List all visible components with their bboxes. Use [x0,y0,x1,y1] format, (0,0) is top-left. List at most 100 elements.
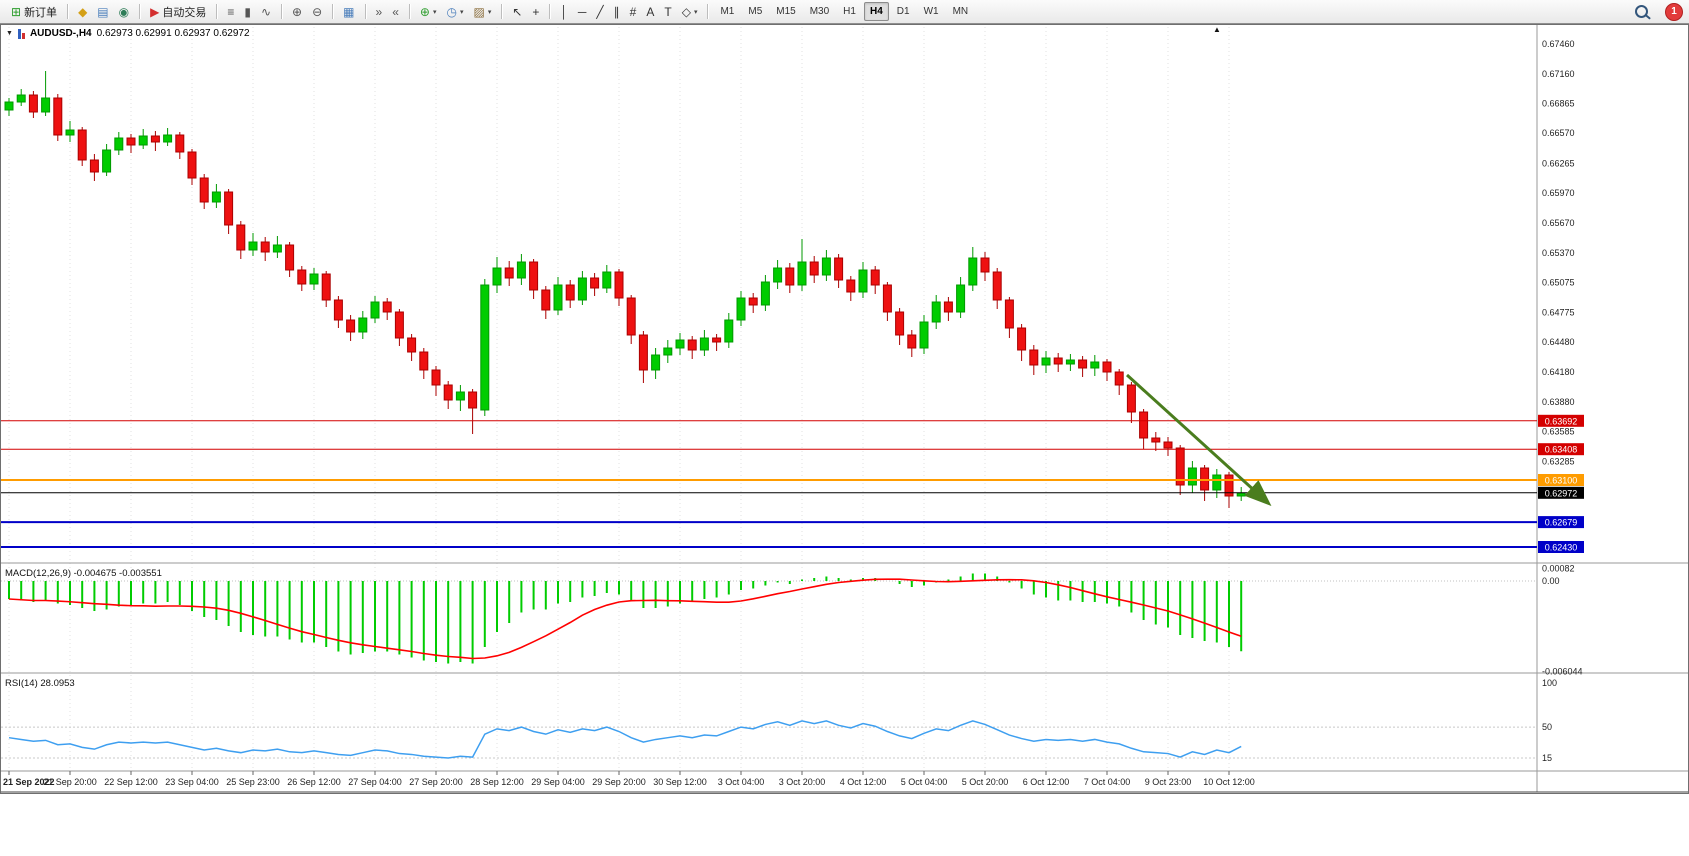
price-axis-label: 0.63285 [1542,457,1575,467]
candle-body [236,224,246,251]
time-axis-label: 27 Sep 04:00 [348,777,402,787]
shapes-button[interactable]: ◇ ▾ [677,1,703,22]
time-axis-label: 21 Sep 20:00 [43,777,97,787]
rsi-label: RSI(14) 28.0953 [5,678,75,689]
metaeditor-button[interactable]: ◆ [73,1,92,22]
trend-arrow[interactable] [1125,373,1272,507]
new-order-button-label: 新订单 [24,6,58,19]
time-axis-label: 28 Sep 12:00 [470,777,524,787]
rsi-axis-label: 50 [1542,722,1552,732]
chart-shift-icon: « [392,4,399,19]
chart-shift-marker-icon[interactable]: ▲ [1213,25,1221,34]
profiles-button[interactable]: ▤ [92,1,113,22]
timeframe-d1-button[interactable]: D1 [896,6,910,17]
text-icon: A [646,4,655,19]
candle-body [931,301,941,323]
candlestick-series [4,71,1246,508]
chart-shift-button[interactable]: « [387,1,404,22]
new-order-button[interactable]: ⊞ 新订单 [6,1,62,22]
candle-body [529,261,539,291]
timeframe-mn-button[interactable]: MN [952,6,969,17]
candle-body [553,284,563,311]
tile-windows-button[interactable]: ▦ [338,1,359,22]
timeframe-h4-button[interactable]: H4 [863,2,889,21]
price-axis-label: 0.66570 [1542,128,1575,138]
indicators-button[interactable]: ⊕ ▾ [415,1,442,22]
alerts-button[interactable]: ◉ [114,1,134,22]
trendline-button[interactable]: ╱ [591,1,608,22]
toolbar-separator [408,4,410,19]
auto-scroll-button[interactable]: » [371,1,388,22]
candle-body [53,97,63,136]
candlestick-chart-button[interactable]: ▮ [239,1,256,22]
candle-body [980,257,990,273]
zoom-out-button[interactable]: ⊖ [307,1,327,22]
candle-body [1114,371,1124,386]
fibonacci-icon: # [629,4,637,19]
candle-body [150,135,160,143]
candle-body [919,321,929,349]
candle-body [89,159,99,173]
timeframe-m1-button[interactable]: M1 [720,6,735,17]
candle-body [41,97,51,113]
candle-body [102,149,112,173]
metaeditor-icon: ◆ [78,4,88,19]
candle-body [248,241,258,251]
candle-body [1065,359,1075,365]
candle-body [358,317,368,333]
search-button[interactable] [1630,1,1657,22]
candle-body [407,337,417,353]
text-button[interactable]: A [641,1,659,22]
price-axis-label: 0.65370 [1542,248,1575,258]
timeframe-m5-button[interactable]: M5 [748,6,763,17]
candle-body [846,279,856,293]
candle-body [516,261,526,279]
chart-canvas[interactable]: 0.63692 0.63408 0.63100 0.62972 0.62679 0.624… [1,25,1688,793]
zoom-in-button[interactable]: ⊕ [287,1,307,22]
collapse-arrow-icon[interactable]: ▼ [6,30,13,37]
macd-axis-label: 0.00 [1542,576,1560,586]
candle-body [1090,361,1100,369]
crosshair-button[interactable]: + [527,1,544,22]
candle-body [211,191,221,203]
horizontal-line-button[interactable]: ─ [573,1,592,22]
fibonacci-button[interactable]: # [625,1,642,22]
templates-button[interactable]: ▨ ▾ [468,1,496,22]
notification-badge[interactable]: 1 [1665,2,1683,21]
cursor-button[interactable]: ↖ [507,1,527,22]
autotrade-button-label: 自动交易 [162,6,207,19]
candle-body [419,351,429,371]
label-button[interactable]: T [659,1,676,22]
timeframe-m15-button[interactable]: M15 [776,6,796,17]
candle-body [431,369,441,386]
chart-window-audusd-h4[interactable]: 0.63692 0.63408 0.63100 0.62972 0.62679 0.624… [0,24,1689,794]
candle-body [577,277,587,301]
line-chart-icon: ∿ [260,4,272,19]
macd-axis-label: 0.00082 [1542,564,1575,574]
candle-body [346,319,356,333]
channel-icon: ∥ [613,4,620,19]
caret-down-icon: ▾ [459,8,464,16]
rsi-axis-label: 100 [1542,678,1557,688]
candle-body [614,271,624,299]
timeframe-w1-button[interactable]: W1 [923,6,939,17]
candle-body [1139,411,1149,439]
timeframe-h1-button[interactable]: H1 [843,6,856,17]
label-icon: T [664,4,672,19]
candle-body [370,301,380,319]
vertical-line-button[interactable]: │ [555,1,573,22]
timeframe-m30-button[interactable]: M30 [809,6,830,17]
autotrade-button[interactable]: ▶ 自动交易 [145,1,211,22]
toolbar-separator [549,4,551,19]
candle-body [858,269,868,293]
candle-body [126,137,136,146]
price-axis-label: 0.64480 [1542,337,1575,347]
periods-icon: ◷ [446,4,457,19]
bar-chart-button[interactable]: ≡ [222,1,239,22]
line-chart-button[interactable]: ∿ [256,1,276,22]
time-axis-label: 25 Sep 23:00 [226,777,280,787]
candle-body [687,339,697,351]
caret-down-icon: ▾ [693,8,698,16]
channel-button[interactable]: ∥ [609,1,625,22]
periods-button[interactable]: ◷ ▾ [441,1,468,22]
